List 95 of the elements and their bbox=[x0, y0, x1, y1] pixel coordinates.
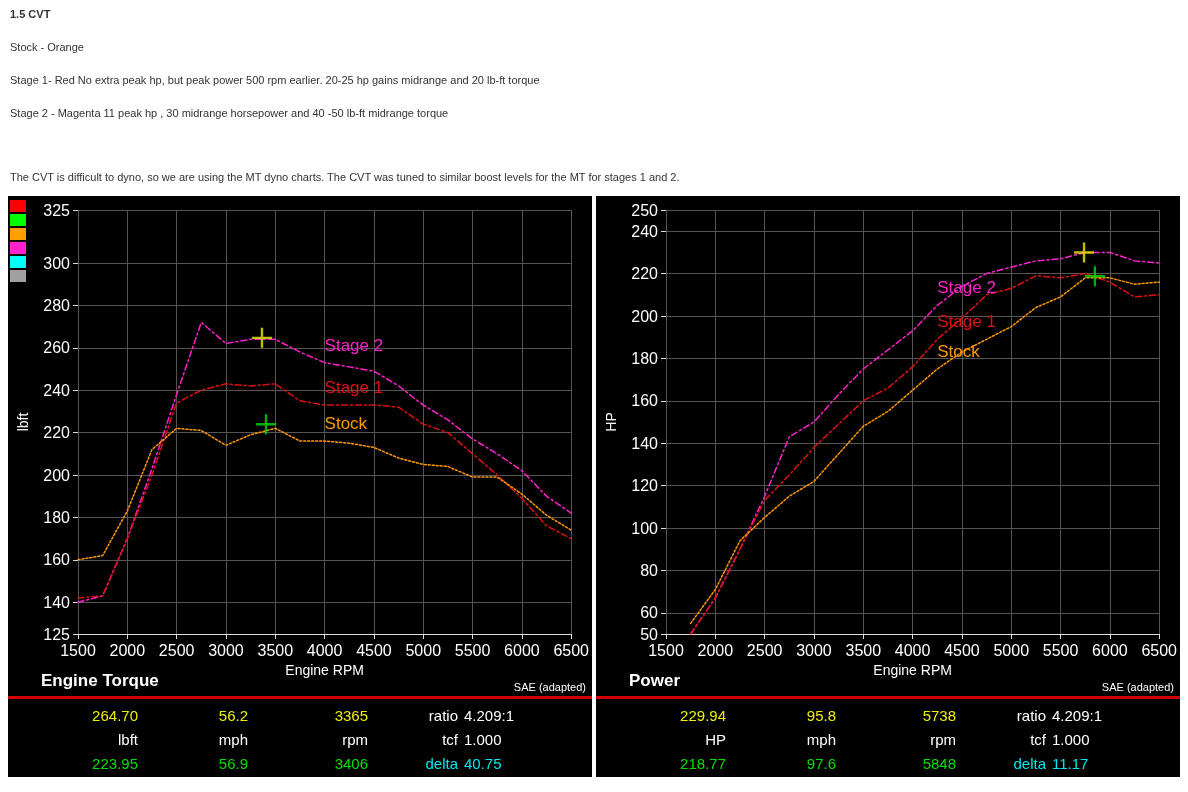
text: Stage 2 - Magenta 11 peak hp , 30 midrange horsepower and 40 -50 lb-ft midrange torque bbox=[10, 107, 450, 121]
x-tick-label: 3500 bbox=[845, 641, 882, 659]
x-tick-label: 2500 bbox=[158, 641, 195, 659]
text: 5848 bbox=[921, 754, 956, 772]
text: ratio bbox=[427, 706, 458, 724]
text: Engine Torque bbox=[41, 671, 159, 690]
text: 1.000 bbox=[463, 730, 503, 748]
x-tick-label: 4500 bbox=[356, 641, 392, 659]
x-tick-label: 3000 bbox=[796, 641, 832, 659]
y-tick-label: 140 bbox=[631, 434, 659, 452]
text: 95.8 bbox=[805, 706, 836, 724]
y-tick-label: 160 bbox=[43, 551, 71, 569]
y-tick-label: 280 bbox=[43, 296, 71, 314]
y-tick-label: 325 bbox=[43, 201, 71, 219]
text: lbft bbox=[117, 730, 138, 748]
text: ratio bbox=[1015, 706, 1046, 724]
x-tick-label: 3000 bbox=[208, 641, 244, 659]
line-series bbox=[77, 321, 572, 603]
x-tick-label: 3500 bbox=[257, 641, 294, 659]
y-axis-title: HP bbox=[603, 412, 619, 432]
x-tick-label: 5500 bbox=[1042, 641, 1079, 659]
text: Stock - Orange bbox=[10, 41, 85, 55]
x-tick-label: 2500 bbox=[746, 641, 783, 659]
series-label: Stage 1 bbox=[937, 312, 996, 332]
series-label: Stage 1 bbox=[324, 378, 384, 398]
text: SAE (adapted) bbox=[513, 680, 586, 693]
text: 11.17 bbox=[1051, 754, 1090, 772]
y-tick-label: 180 bbox=[43, 508, 71, 526]
series-label: Stock bbox=[324, 414, 368, 434]
series-label: Stage 2 bbox=[324, 335, 384, 355]
text: 5738 bbox=[921, 706, 956, 724]
text: delta bbox=[1012, 754, 1046, 772]
text: 40.75 bbox=[463, 754, 503, 772]
x-tick-label: 6500 bbox=[1141, 641, 1178, 659]
y-tick-label: 220 bbox=[43, 424, 71, 442]
text: 56.2 bbox=[217, 706, 248, 724]
x-tick-label: 6500 bbox=[553, 641, 590, 659]
y-tick-label: 160 bbox=[631, 392, 659, 410]
x-tick-label: 5000 bbox=[405, 641, 442, 659]
x-axis-title: Engine RPM bbox=[873, 661, 952, 678]
y-tick-label: 120 bbox=[631, 477, 659, 495]
y-tick-label: 200 bbox=[43, 466, 71, 484]
text: tcf bbox=[1029, 730, 1046, 748]
text: 1.000 bbox=[1051, 730, 1091, 748]
y-tick-label: 140 bbox=[43, 593, 71, 611]
x-tick-label: 1500 bbox=[648, 641, 684, 659]
x-tick-label: 1500 bbox=[60, 641, 96, 659]
y-tick-label: 125 bbox=[43, 625, 71, 643]
y-tick-label: 50 bbox=[640, 625, 659, 643]
x-tick-label: 6000 bbox=[504, 641, 540, 659]
y-tick-label: 240 bbox=[43, 381, 71, 399]
y-tick-label: 60 bbox=[640, 604, 659, 622]
text: tcf bbox=[441, 730, 458, 748]
y-tick-label: 80 bbox=[640, 561, 659, 579]
text: The CVT is difficult to dyno, so we are using the MT dyno charts. The CVT was tuned to similar boost levels for the MT for stages 1 and 2. bbox=[10, 171, 680, 183]
y-tick-label: 260 bbox=[43, 339, 71, 357]
text: 56.9 bbox=[217, 754, 248, 772]
text: 223.95 bbox=[91, 754, 138, 772]
line-series bbox=[77, 383, 572, 599]
y-tick-label: 200 bbox=[631, 307, 659, 325]
text: mph bbox=[217, 730, 248, 748]
text: 4.209:1 bbox=[1051, 706, 1104, 724]
y-tick-label: 300 bbox=[43, 254, 71, 272]
text: HP bbox=[704, 730, 726, 748]
x-tick-label: 4000 bbox=[306, 641, 343, 659]
x-tick-label: 6000 bbox=[1092, 641, 1128, 659]
y-tick-label: 240 bbox=[631, 222, 659, 240]
text: delta bbox=[424, 754, 458, 772]
text: 264.70 bbox=[91, 706, 138, 724]
text: 97.6 bbox=[805, 754, 836, 772]
series-label: Stage 2 bbox=[937, 278, 996, 298]
y-tick-label: 100 bbox=[631, 519, 659, 537]
x-tick-label: 4500 bbox=[944, 641, 980, 659]
text: 3365 bbox=[333, 706, 368, 724]
x-tick-label: 2000 bbox=[109, 641, 146, 659]
text: rpm bbox=[929, 730, 956, 748]
text: rpm bbox=[341, 730, 368, 748]
y-tick-label: 180 bbox=[631, 349, 659, 367]
x-tick-label: 5000 bbox=[993, 641, 1030, 659]
text: Stage 1- Red No extra peak hp, but peak power 500 rpm earlier. 20-25 hp gains midrange and 20 lb-ft torque bbox=[10, 74, 541, 88]
text: 1.5 CVT bbox=[10, 8, 52, 22]
y-tick-label: 250 bbox=[631, 201, 659, 219]
text: 3406 bbox=[333, 754, 368, 772]
text: 229.94 bbox=[679, 706, 726, 724]
text: Power bbox=[629, 671, 681, 690]
x-tick-label: 2000 bbox=[697, 641, 734, 659]
text: 4.209:1 bbox=[463, 706, 516, 724]
y-tick-label: 220 bbox=[631, 265, 659, 283]
text: SAE (adapted) bbox=[1101, 680, 1174, 693]
x-tick-label: 5500 bbox=[454, 641, 491, 659]
text: 218.77 bbox=[679, 754, 726, 772]
x-axis-title: Engine RPM bbox=[285, 661, 364, 678]
y-axis-title: lbft bbox=[15, 412, 31, 432]
x-tick-label: 4000 bbox=[894, 641, 931, 659]
text: mph bbox=[805, 730, 836, 748]
